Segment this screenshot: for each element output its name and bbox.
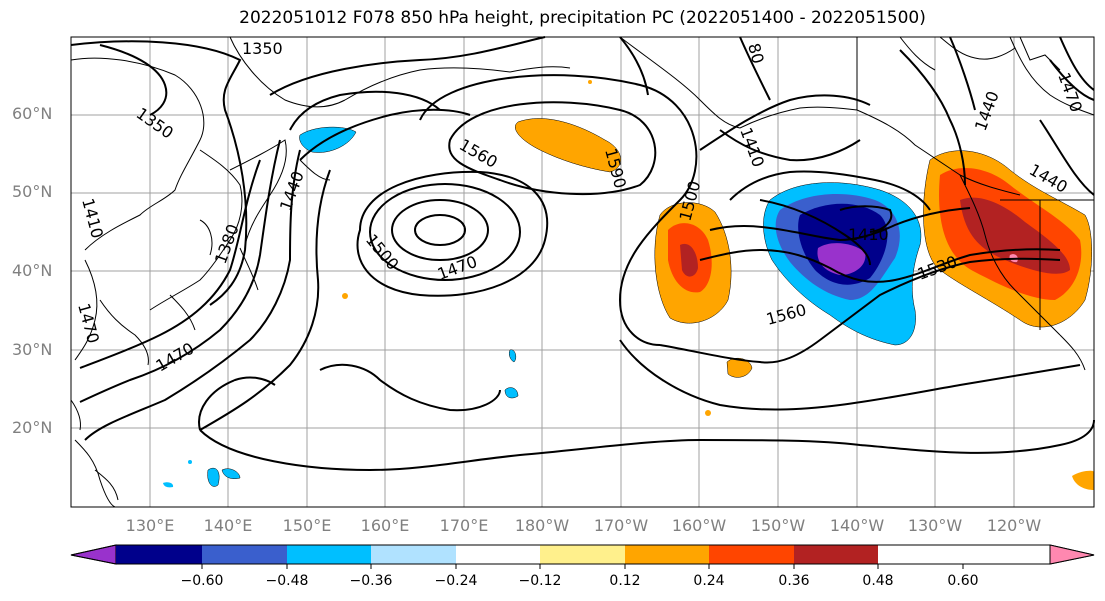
colorbar-segment (371, 545, 456, 564)
lon-label: 170°W (593, 516, 649, 535)
colorbar-tick-label: 0.36 (778, 573, 810, 589)
lat-label: 60°N (12, 104, 53, 123)
colorbar-segment (625, 545, 709, 564)
colorbar-segments (70, 544, 1095, 565)
lon-label: 160°E (360, 516, 410, 535)
lon-label: 160°W (671, 516, 727, 535)
colorbar-ticks (201, 564, 964, 569)
colorbar-tick-label: −0.48 (265, 573, 309, 589)
lon-label: 130°E (125, 516, 175, 535)
map-border (70, 36, 1095, 508)
lon-label: 150°W (750, 516, 806, 535)
colorbar-tick-label: 0.60 (947, 573, 979, 589)
colorbar (70, 544, 1095, 565)
colorbar-segment (202, 545, 287, 564)
colorbar-tick-label: −0.12 (518, 573, 562, 589)
lat-label: 30°N (12, 340, 53, 359)
lon-label: 140°W (829, 516, 885, 535)
colorbar-tick-label: 0.24 (693, 573, 725, 589)
contour-label: 80 (744, 41, 768, 66)
lon-label: 150°E (282, 516, 332, 535)
lat-label: 40°N (12, 261, 53, 280)
lat-label: 50°N (12, 182, 53, 201)
lon-label: 140°E (203, 516, 253, 535)
precip-positive-regions (342, 80, 1094, 490)
colorbar-segment (540, 545, 625, 564)
colorbar-tick-label: −0.60 (180, 573, 224, 589)
colorbar-segment (709, 545, 794, 564)
contour-label: 1350 (242, 39, 283, 58)
colorbar-segment (794, 545, 878, 564)
map-title: 2022051012 F078 850 hPa height, precipit… (239, 8, 926, 28)
colorbar-tick-label: −0.36 (349, 573, 393, 589)
colorbar-segment (456, 545, 540, 564)
contour-label: 1410 (848, 225, 889, 244)
colorbar-segment (116, 545, 202, 564)
colorbar-tick-label: 0.12 (609, 573, 641, 589)
lon-label: 130°W (907, 516, 963, 535)
height-contours (70, 36, 1095, 472)
colorbar-arrow-left (70, 544, 117, 565)
lat-label: 20°N (12, 418, 53, 437)
colorbar-tick-label: −0.24 (434, 573, 478, 589)
lon-label: 180°W (514, 516, 570, 535)
colorbar-arrow-right (1049, 544, 1095, 565)
lon-label: 120°W (986, 516, 1042, 535)
colorbar-segment (287, 545, 371, 564)
colorbar-tick-label: 0.48 (862, 573, 894, 589)
precip-negative-regions (163, 126, 922, 488)
lon-label: 170°E (439, 516, 489, 535)
